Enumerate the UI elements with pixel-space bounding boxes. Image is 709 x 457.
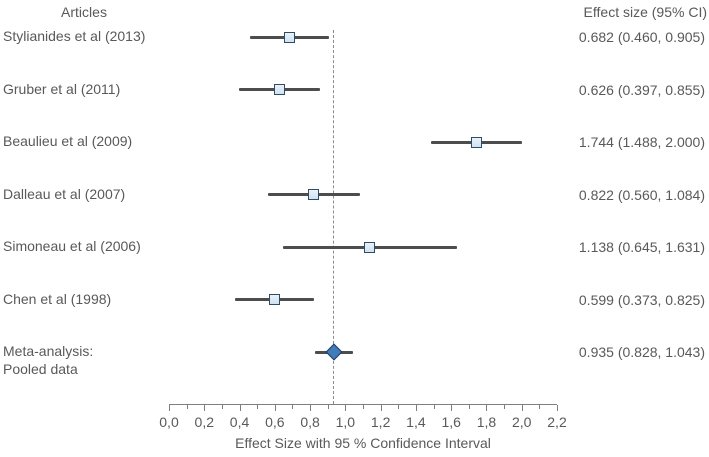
x-axis-line bbox=[169, 404, 557, 405]
x-axis-tick-label: 2,0 bbox=[511, 414, 532, 430]
effect-size-value: 0.682 (0.460, 0.905) bbox=[578, 29, 705, 45]
x-axis-tick-label: 0,8 bbox=[300, 414, 320, 430]
study-label: Stylianides et al (2013) bbox=[3, 27, 145, 45]
x-axis-major-tick bbox=[239, 405, 241, 411]
x-axis-tick-label: 2,2 bbox=[547, 414, 567, 430]
effect-size-column-header: Effect size (95% CI) bbox=[583, 4, 707, 20]
x-axis-tick-label: 0,2 bbox=[194, 414, 214, 430]
x-axis-minor-tick bbox=[468, 405, 470, 409]
effect-size-value: 0.822 (0.560, 1.084) bbox=[578, 186, 705, 203]
x-axis-major-tick bbox=[451, 405, 453, 411]
x-axis-minor-tick bbox=[257, 405, 259, 409]
study-label: Gruber et al (2011) bbox=[3, 80, 120, 98]
x-axis-tick-label: 0,4 bbox=[229, 414, 250, 430]
x-axis-major-tick bbox=[486, 405, 488, 411]
x-axis-tick-label: 1,4 bbox=[406, 414, 426, 430]
x-axis-major-tick bbox=[310, 405, 312, 411]
effect-size-value: 0.935 (0.828, 1.043) bbox=[578, 344, 705, 360]
pooled-effect-reference-line bbox=[333, 30, 335, 404]
x-axis-minor-tick bbox=[327, 405, 329, 409]
x-axis-minor-tick bbox=[539, 405, 541, 409]
effect-size-square-marker bbox=[471, 136, 483, 148]
x-axis-minor-tick bbox=[398, 405, 400, 409]
x-axis-major-tick bbox=[274, 405, 276, 411]
effect-size-value: 1.744 (1.488, 2.000) bbox=[578, 134, 705, 150]
articles-column-header: Articles bbox=[61, 4, 107, 20]
study-label-line: Dalleau et al (2007) bbox=[3, 185, 126, 202]
x-axis-minor-tick bbox=[292, 405, 294, 409]
pooled-effect-diamond-marker bbox=[325, 343, 343, 361]
study-label: Chen et al (1998) bbox=[3, 290, 111, 308]
study-label-line: Beaulieu et al (2009) bbox=[3, 133, 133, 149]
study-label: Beaulieu et al (2009) bbox=[3, 132, 132, 150]
x-axis-tick-label: 1,6 bbox=[441, 414, 461, 430]
x-axis-tick-label: 1,0 bbox=[335, 414, 356, 430]
study-label-line: Stylianides et al (2013) bbox=[3, 28, 146, 44]
x-axis-major-tick bbox=[557, 405, 558, 411]
study-label-line: Meta-analysis: bbox=[3, 343, 94, 359]
x-axis-major-tick bbox=[415, 405, 417, 411]
x-axis-tick-label: 0,0 bbox=[159, 414, 179, 430]
x-axis-major-tick bbox=[204, 405, 206, 411]
effect-size-square-marker bbox=[283, 31, 295, 43]
x-axis-major-tick bbox=[521, 405, 523, 411]
effect-size-square-marker bbox=[364, 241, 376, 253]
effect-size-value: 0.626 (0.397, 0.855) bbox=[578, 81, 705, 98]
study-label-line: Gruber et al (2011) bbox=[3, 80, 121, 97]
study-label: Meta-analysis: Pooled data bbox=[3, 342, 93, 378]
x-axis-minor-tick bbox=[433, 405, 435, 409]
effect-size-square-marker bbox=[273, 84, 285, 95]
effect-size-value: 0.599 (0.373, 0.825) bbox=[578, 291, 705, 308]
x-axis-minor-tick bbox=[504, 405, 506, 409]
x-axis-minor-tick bbox=[221, 405, 223, 409]
x-axis-major-tick bbox=[169, 405, 170, 411]
study-label: Simoneau et al (2006) bbox=[3, 237, 141, 255]
x-axis-tick-label: 1,8 bbox=[476, 414, 497, 430]
study-label-line: Simoneau et al (2006) bbox=[3, 238, 141, 254]
x-axis-tick-label: 1,2 bbox=[370, 414, 391, 430]
x-axis-minor-tick bbox=[363, 405, 364, 409]
x-axis-major-tick bbox=[380, 405, 382, 411]
study-label-line: Chen et al (1998) bbox=[3, 290, 112, 307]
study-label-line: Pooled data bbox=[3, 361, 78, 377]
x-axis-tick-label: 0,6 bbox=[265, 414, 285, 430]
x-axis-major-tick bbox=[345, 405, 347, 411]
x-axis-minor-tick bbox=[186, 405, 188, 409]
study-label: Dalleau et al (2007) bbox=[3, 185, 125, 203]
effect-size-value: 1.138 (0.645, 1.631) bbox=[578, 239, 705, 255]
x-axis-title: Effect Size with 95 % Confidence Interva… bbox=[235, 435, 491, 451]
effect-size-square-marker bbox=[308, 189, 320, 200]
effect-size-square-marker bbox=[269, 294, 281, 305]
